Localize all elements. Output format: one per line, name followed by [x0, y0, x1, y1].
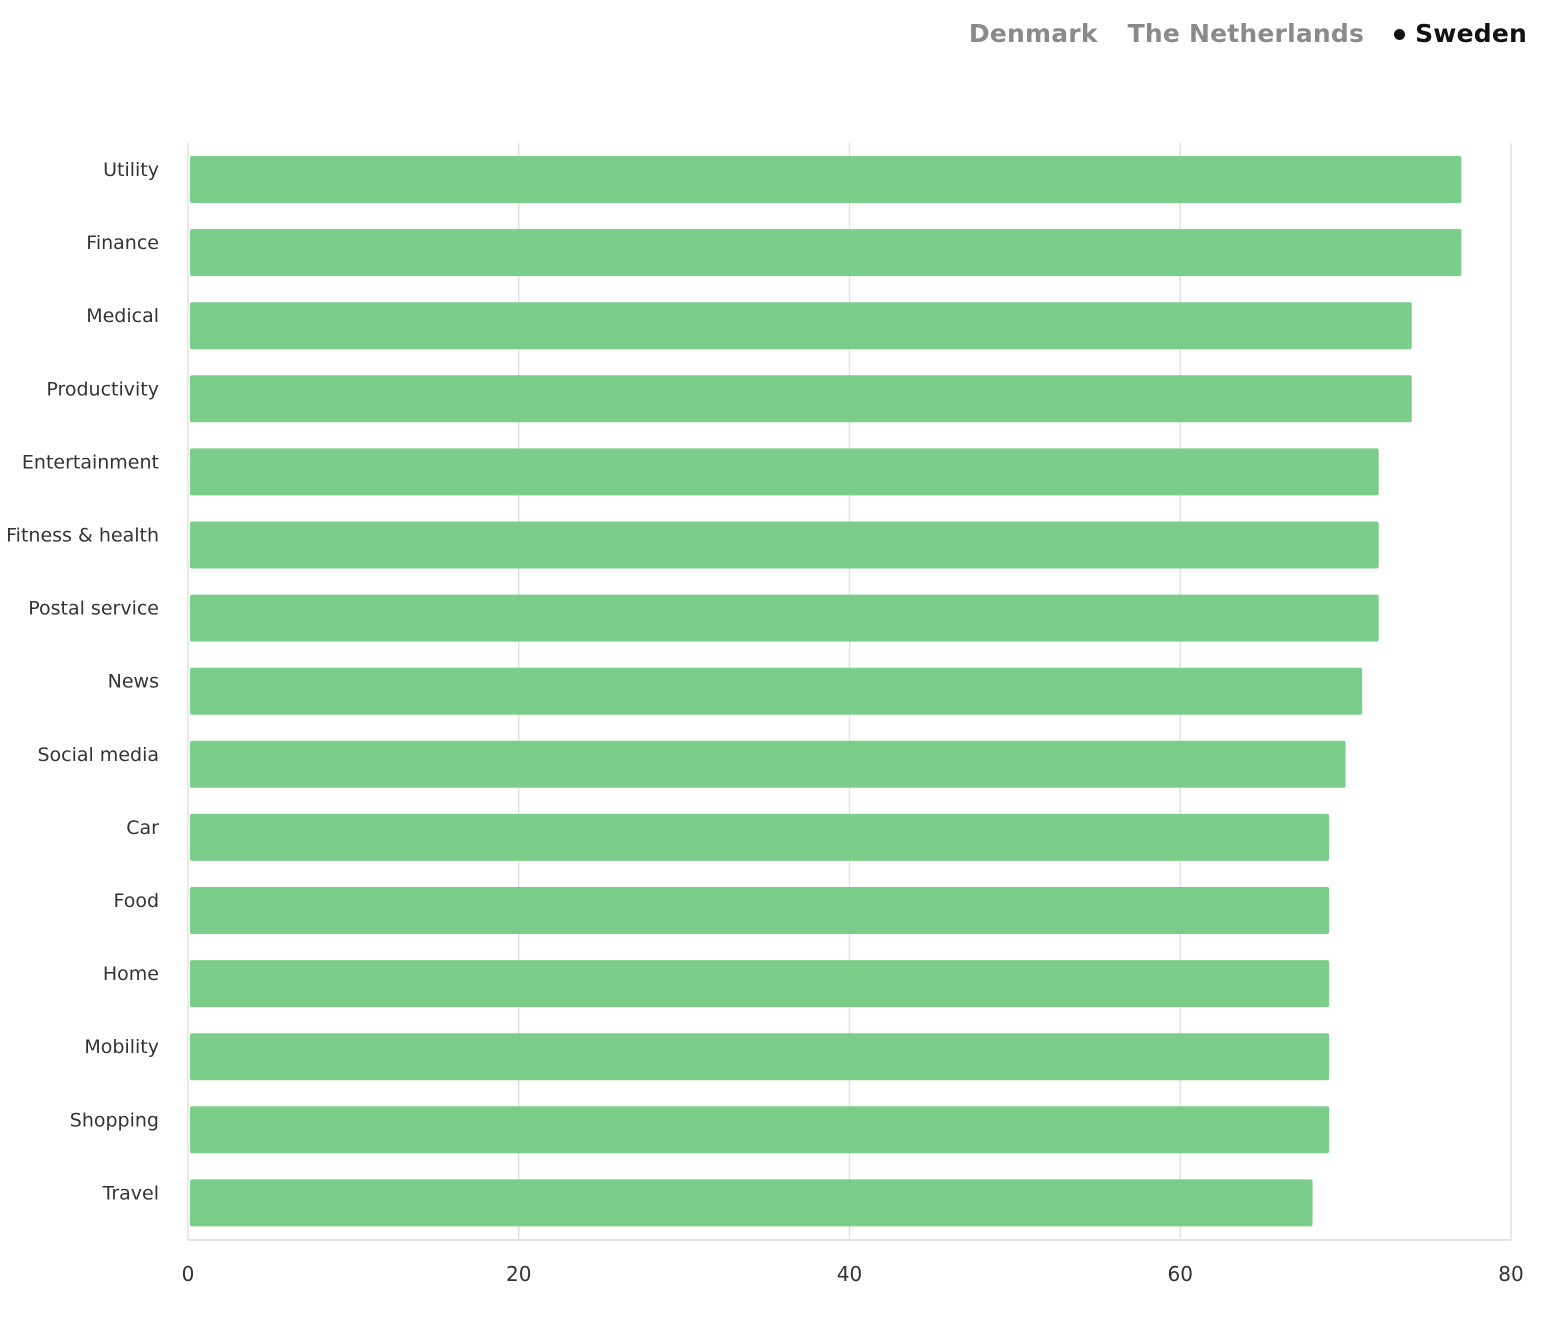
x-tick-label: 40: [837, 1262, 862, 1286]
bar: [190, 1033, 1330, 1081]
bar: [190, 1179, 1313, 1227]
category-label: Fitness & health: [6, 525, 159, 547]
category-label: Mobility: [84, 1036, 159, 1058]
bar: [190, 448, 1379, 496]
bar: [190, 302, 1412, 350]
bar: [190, 375, 1412, 423]
x-tick-label: 20: [506, 1262, 531, 1286]
category-label: Medical: [86, 305, 159, 327]
active-dot-icon: [1394, 28, 1406, 40]
x-tick-label: 0: [182, 1262, 195, 1286]
tab-label: Denmark: [968, 19, 1098, 48]
tab-the-netherlands[interactable]: The Netherlands: [1128, 14, 1364, 54]
bar: [190, 156, 1462, 203]
bar: [190, 521, 1379, 569]
category-label: Utility: [103, 159, 159, 181]
category-label: Shopping: [70, 1109, 159, 1131]
tab-sweden[interactable]: Sweden: [1394, 14, 1527, 54]
tab-label: The Netherlands: [1127, 19, 1365, 48]
category-label: Car: [126, 817, 159, 839]
bar: [190, 740, 1346, 788]
category-label: Postal service: [28, 598, 159, 620]
x-tick-label: 60: [1168, 1262, 1193, 1286]
category-label: Travel: [102, 1182, 159, 1204]
bar: [190, 887, 1330, 934]
bar: [190, 667, 1363, 715]
category-label: Entertainment: [22, 451, 159, 473]
category-label: Food: [113, 890, 159, 912]
tab-denmark[interactable]: Denmark: [969, 14, 1098, 54]
tab-label: Sweden: [1415, 19, 1527, 48]
bar: [190, 229, 1462, 277]
x-tick-label: 80: [1498, 1262, 1523, 1286]
bar: [190, 1106, 1330, 1154]
category-label: Social media: [37, 744, 159, 766]
bar: [190, 594, 1379, 642]
category-label: News: [108, 671, 159, 693]
bar: [190, 960, 1330, 1008]
category-label: Finance: [86, 232, 159, 254]
category-label: Productivity: [46, 378, 159, 400]
bar: [190, 813, 1330, 861]
country-tabs: Denmark The Netherlands Sweden: [969, 14, 1527, 54]
category-label: Home: [103, 963, 159, 985]
